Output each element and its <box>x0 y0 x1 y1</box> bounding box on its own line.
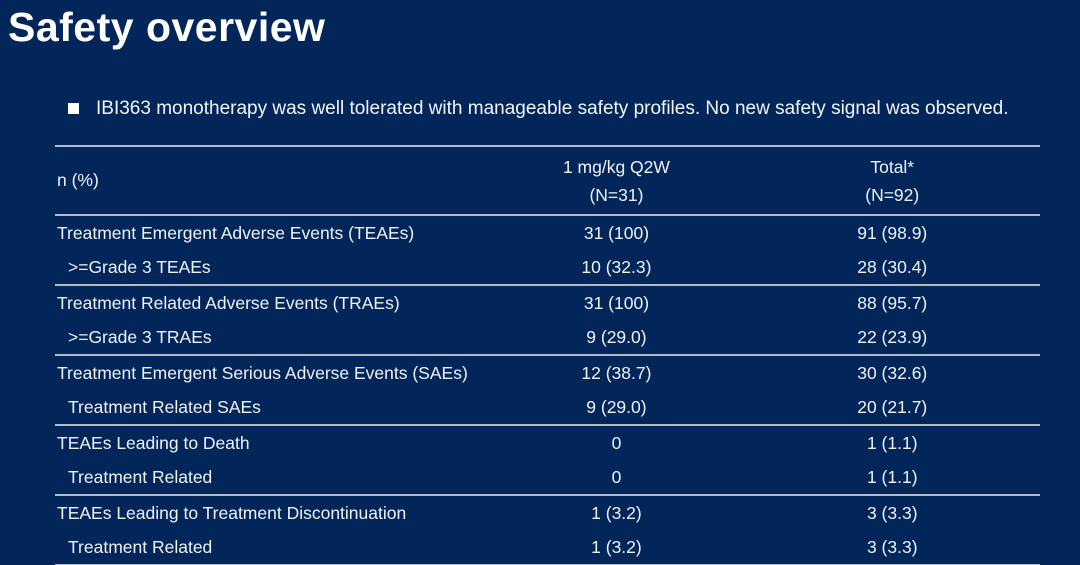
row-value-q2w: 0 <box>611 466 622 487</box>
row-label: Treatment Emergent Serious Adverse Event… <box>57 362 468 383</box>
header-dose-column: 1 mg/kg Q2W (N=31) <box>488 146 744 215</box>
table-row: Treatment Emergent Serious Adverse Event… <box>55 355 1040 390</box>
table-header-row: n (%) 1 mg/kg Q2W (N=31) Total* (N=92) <box>55 146 1040 215</box>
row-label: Treatment Related <box>68 466 213 487</box>
row-value-total: 3 (3.3) <box>866 502 918 523</box>
bullet-square-icon <box>68 103 79 114</box>
row-value-q2w: 12 (38.7) <box>581 362 652 383</box>
table-row: Treatment Related 1 (3.2) 3 (3.3) <box>55 530 1040 565</box>
row-label: >=Grade 3 TEAEs <box>68 256 211 277</box>
row-value-q2w: 10 (32.3) <box>581 256 652 277</box>
table-row: TEAEs Leading to Treatment Discontinuati… <box>55 495 1040 530</box>
header-total-label: Total* <box>870 156 915 177</box>
row-value-total: 88 (95.7) <box>857 292 928 313</box>
row-value-q2w: 1 (3.2) <box>591 502 642 523</box>
header-total-column: Total* (N=92) <box>744 146 1040 215</box>
row-label: Treatment Related SAEs <box>68 396 261 417</box>
bullet-item: IBI363 monotherapy was well tolerated wi… <box>68 98 1073 121</box>
row-value-q2w: 9 (29.0) <box>586 396 647 417</box>
row-value-total: 3 (3.3) <box>866 536 918 557</box>
header-n-percent: n (%) <box>57 170 99 190</box>
row-value-total: 1 (1.1) <box>866 466 918 487</box>
row-label: Treatment Related <box>68 536 213 557</box>
row-label: Treatment Emergent Adverse Events (TEAEs… <box>57 222 415 243</box>
header-dose-n: (N=31) <box>589 184 644 205</box>
header-total-n: (N=92) <box>865 184 920 205</box>
table-row: >=Grade 3 TEAEs 10 (32.3) 28 (30.4) <box>55 250 1040 285</box>
row-value-total: 91 (98.9) <box>857 222 928 243</box>
row-value-total: 22 (23.9) <box>857 326 928 347</box>
row-value-q2w: 1 (3.2) <box>591 536 642 557</box>
bullet-text: IBI363 monotherapy was well tolerated wi… <box>96 98 1009 119</box>
table-row: Treatment Emergent Adverse Events (TEAEs… <box>55 215 1040 250</box>
row-label: TEAEs Leading to Treatment Discontinuati… <box>57 502 407 523</box>
row-value-total: 20 (21.7) <box>857 396 928 417</box>
row-value-q2w: 0 <box>611 432 622 453</box>
header-dose-label: 1 mg/kg Q2W <box>562 156 670 177</box>
row-value-total: 28 (30.4) <box>857 256 928 277</box>
row-value-total: 30 (32.6) <box>857 362 928 383</box>
table-row: >=Grade 3 TRAEs 9 (29.0) 22 (23.9) <box>55 320 1040 355</box>
page-title: Safety overview <box>8 4 326 50</box>
table-row: Treatment Related Adverse Events (TRAEs)… <box>55 285 1040 320</box>
safety-table: n (%) 1 mg/kg Q2W (N=31) Total* (N=92) T… <box>55 145 1040 565</box>
row-label: >=Grade 3 TRAEs <box>68 326 212 347</box>
row-label: Treatment Related Adverse Events (TRAEs) <box>57 292 400 313</box>
row-value-q2w: 31 (100) <box>583 292 650 313</box>
table-row: Treatment Related 0 1 (1.1) <box>55 460 1040 495</box>
row-label: TEAEs Leading to Death <box>57 432 250 453</box>
table-row: TEAEs Leading to Death 0 1 (1.1) <box>55 425 1040 460</box>
table-row: Treatment Related SAEs 9 (29.0) 20 (21.7… <box>55 390 1040 425</box>
row-value-q2w: 9 (29.0) <box>586 326 647 347</box>
row-value-total: 1 (1.1) <box>866 432 918 453</box>
row-value-q2w: 31 (100) <box>583 222 650 243</box>
